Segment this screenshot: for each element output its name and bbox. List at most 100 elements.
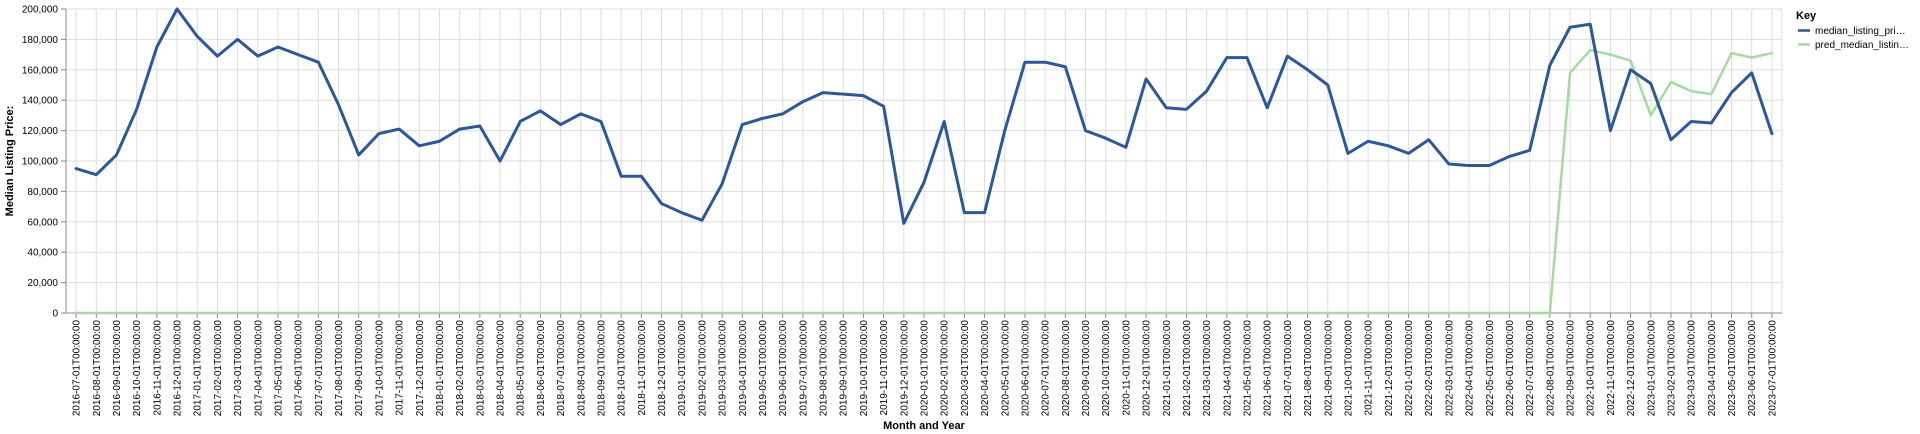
x-tick-label: 2020-04-01T00:00:00 (980, 320, 991, 417)
x-tick-label: 2018-07-01T00:00:00 (556, 320, 567, 417)
y-tick-label: 60,000 (27, 217, 58, 228)
x-tick-label: 2022-05-01T00:00:00 (1485, 320, 1496, 417)
legend-title: Key (1796, 10, 1817, 22)
x-tick-label: 2017-09-01T00:00:00 (354, 320, 365, 417)
x-tick-label: 2017-01-01T00:00:00 (193, 320, 204, 417)
x-tick-label: 2018-05-01T00:00:00 (516, 320, 527, 417)
x-tick-label: 2020-10-01T00:00:00 (1101, 320, 1112, 417)
x-tick-label: 2021-03-01T00:00:00 (1202, 320, 1213, 417)
x-tick-label: 2022-11-01T00:00:00 (1606, 320, 1617, 416)
legend-items: median_listing_pri… pred_median_listin… (1798, 26, 1909, 51)
x-tick-label: 2020-06-01T00:00:00 (1020, 320, 1031, 417)
x-tick-label: 2019-10-01T00:00:00 (859, 320, 870, 417)
x-tick-label: 2019-11-01T00:00:00 (879, 320, 890, 416)
x-tick-label: 2021-09-01T00:00:00 (1323, 320, 1334, 417)
x-tick-label: 2020-12-01T00:00:00 (1142, 320, 1153, 417)
x-tick-label: 2020-07-01T00:00:00 (1041, 320, 1052, 417)
x-tick-label: 2018-01-01T00:00:00 (435, 320, 446, 417)
x-tick-label: 2021-12-01T00:00:00 (1384, 320, 1395, 417)
x-tick-label: 2023-02-01T00:00:00 (1666, 320, 1677, 417)
x-tick-label: 2021-10-01T00:00:00 (1343, 320, 1354, 417)
x-tick-label: 2020-09-01T00:00:00 (1081, 320, 1092, 417)
x-tick-label: 2023-05-01T00:00:00 (1727, 320, 1738, 417)
series-line-pred-median-listing (74, 48, 1774, 315)
series-lines (74, 7, 1774, 315)
x-axis-ticks: 2016-07-01T00:00:00 2016-08-01T00:00:00 20… (72, 313, 1778, 417)
x-tick-label: 2019-12-01T00:00:00 (899, 320, 910, 417)
x-tick-label: 2021-07-01T00:00:00 (1283, 320, 1294, 417)
x-tick-label: 2020-02-01T00:00:00 (940, 320, 951, 417)
x-tick-label: 2021-01-01T00:00:00 (1162, 320, 1173, 417)
x-tick-label: 2018-02-01T00:00:00 (455, 320, 466, 417)
x-tick-label: 2022-01-01T00:00:00 (1404, 320, 1415, 417)
x-tick-label: 2021-11-01T00:00:00 (1364, 320, 1375, 416)
x-tick-label: 2017-07-01T00:00:00 (314, 320, 325, 417)
x-tick-label: 2016-10-01T00:00:00 (132, 320, 143, 417)
x-tick-label: 2018-08-01T00:00:00 (576, 320, 587, 417)
x-tick-label: 2023-06-01T00:00:00 (1747, 320, 1758, 417)
y-tick-label: 0 (52, 309, 58, 320)
x-tick-label: 2017-05-01T00:00:00 (273, 320, 284, 417)
x-tick-label: 2016-12-01T00:00:00 (173, 320, 184, 417)
x-tick-label: 2022-02-01T00:00:00 (1424, 320, 1435, 417)
y-tick-label: 20,000 (27, 278, 58, 289)
y-tick-label: 140,000 (22, 96, 59, 107)
x-tick-label: 2017-12-01T00:00:00 (415, 320, 426, 417)
y-tick-label: 120,000 (22, 126, 59, 137)
x-tick-label: 2020-11-01T00:00:00 (1121, 320, 1132, 416)
x-axis-title: Month and Year (883, 420, 965, 432)
x-tick-label: 2020-08-01T00:00:00 (1061, 320, 1072, 417)
x-tick-label: 2020-03-01T00:00:00 (960, 320, 971, 417)
y-axis-ticks: 0 20,000 40,000 60,000 80,000 100,000 120,000 1… (22, 5, 66, 320)
x-tick-label: 2022-09-01T00:00:00 (1566, 320, 1577, 417)
x-tick-label: 2017-08-01T00:00:00 (334, 320, 345, 417)
legend-label: pred_median_listin… (1815, 40, 1909, 51)
x-tick-label: 2023-04-01T00:00:00 (1707, 320, 1718, 417)
x-tick-label: 2020-05-01T00:00:00 (1000, 320, 1011, 417)
x-tick-label: 2023-03-01T00:00:00 (1687, 320, 1698, 417)
x-tick-label: 2021-02-01T00:00:00 (1182, 320, 1193, 417)
y-tick-label: 40,000 (27, 248, 58, 259)
x-tick-label: 2018-04-01T00:00:00 (496, 320, 507, 417)
x-tick-label: 2016-09-01T00:00:00 (112, 320, 123, 417)
x-tick-label: 2019-05-01T00:00:00 (758, 320, 769, 417)
gridlines (66, 8, 1783, 314)
x-tick-label: 2021-06-01T00:00:00 (1263, 320, 1274, 417)
x-tick-label: 2018-03-01T00:00:00 (475, 320, 486, 417)
x-tick-label: 2022-06-01T00:00:00 (1505, 320, 1516, 417)
x-tick-label: 2019-02-01T00:00:00 (697, 320, 708, 417)
x-tick-label: 2021-08-01T00:00:00 (1303, 320, 1314, 417)
x-tick-label: 2017-06-01T00:00:00 (294, 320, 305, 417)
x-tick-label: 2018-10-01T00:00:00 (617, 320, 628, 417)
series-line-median-listing-price (74, 7, 1774, 225)
x-tick-label: 2019-08-01T00:00:00 (819, 320, 830, 417)
x-tick-label: 2021-04-01T00:00:00 (1222, 320, 1233, 417)
x-tick-label: 2017-03-01T00:00:00 (233, 320, 244, 417)
x-tick-label: 2016-07-01T00:00:00 (72, 320, 83, 417)
x-tick-label: 2022-03-01T00:00:00 (1444, 320, 1455, 417)
y-tick-label: 100,000 (22, 157, 59, 168)
x-tick-label: 2017-11-01T00:00:00 (395, 320, 406, 416)
x-tick-label: 2020-01-01T00:00:00 (920, 320, 931, 417)
x-tick-label: 2018-12-01T00:00:00 (657, 320, 668, 417)
x-tick-label: 2023-01-01T00:00:00 (1646, 320, 1657, 417)
x-tick-label: 2022-10-01T00:00:00 (1586, 320, 1597, 417)
x-tick-label: 2019-07-01T00:00:00 (798, 320, 809, 417)
x-tick-label: 2021-05-01T00:00:00 (1243, 320, 1254, 417)
x-tick-label: 2023-07-01T00:00:00 (1767, 320, 1778, 417)
x-tick-label: 2019-03-01T00:00:00 (718, 320, 729, 417)
y-tick-label: 200,000 (22, 5, 59, 16)
x-tick-label: 2019-06-01T00:00:00 (778, 320, 789, 417)
x-tick-label: 2022-04-01T00:00:00 (1465, 320, 1476, 417)
x-tick-label: 2017-04-01T00:00:00 (253, 320, 264, 417)
legend-label: median_listing_pri… (1815, 26, 1906, 37)
x-tick-label: 2018-11-01T00:00:00 (637, 320, 648, 416)
x-tick-label: 2017-10-01T00:00:00 (374, 320, 385, 417)
x-tick-label: 2022-08-01T00:00:00 (1545, 320, 1556, 417)
y-tick-label: 180,000 (22, 35, 59, 46)
x-tick-label: 2016-08-01T00:00:00 (92, 320, 103, 417)
x-tick-label: 2022-07-01T00:00:00 (1525, 320, 1536, 417)
y-tick-label: 80,000 (27, 187, 58, 198)
x-tick-label: 2017-02-01T00:00:00 (213, 320, 224, 417)
